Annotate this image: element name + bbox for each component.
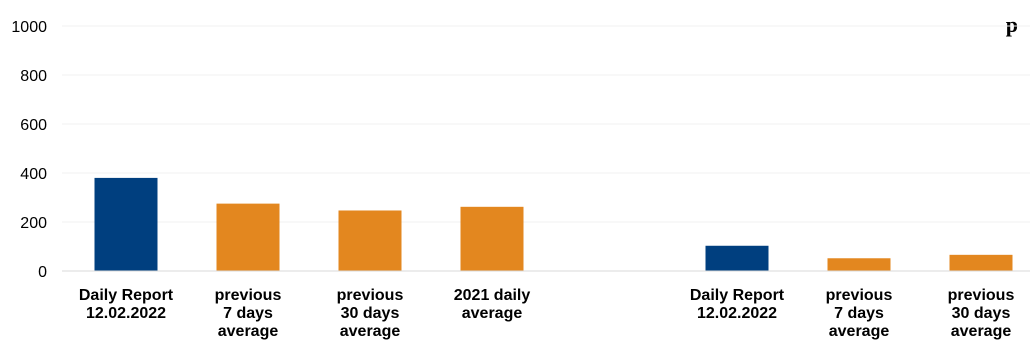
x-category-label: previous 30 days average bbox=[337, 287, 404, 340]
bar-daily-report bbox=[94, 177, 158, 271]
y-axis-ticks: 0 200 400 600 800 1000 bbox=[11, 19, 47, 281]
bar-average bbox=[949, 254, 1013, 271]
y-tick-label: 600 bbox=[20, 117, 47, 134]
bars bbox=[94, 177, 1013, 271]
x-category-label: previous 7 days average bbox=[215, 287, 282, 340]
x-category-label: Daily Report 12.02.2022 bbox=[79, 287, 174, 322]
y-tick-label: 200 bbox=[20, 215, 47, 232]
bar-daily-report bbox=[705, 245, 769, 271]
bar-average bbox=[460, 206, 524, 271]
bar-average bbox=[827, 258, 891, 271]
y-tick-label: 400 bbox=[20, 166, 47, 183]
y-tick-label: 0 bbox=[38, 264, 47, 281]
category-labels: Daily Report 12.02.2022 previous 7 days aver… bbox=[79, 287, 1015, 340]
x-category-label: Daily Report 12.02.2022 bbox=[690, 287, 785, 322]
bar-average bbox=[338, 210, 402, 271]
x-category-label: previous 30 days average bbox=[948, 287, 1015, 340]
x-category-label: 2021 daily average bbox=[454, 287, 531, 322]
bar-average bbox=[216, 203, 280, 271]
chart-title-fragment: p bbox=[1006, 12, 1018, 37]
x-category-label: previous 7 days average bbox=[826, 287, 893, 340]
y-tick-label: 800 bbox=[20, 68, 47, 85]
y-tick-label: 1000 bbox=[11, 19, 47, 36]
gridlines bbox=[62, 25, 1030, 223]
